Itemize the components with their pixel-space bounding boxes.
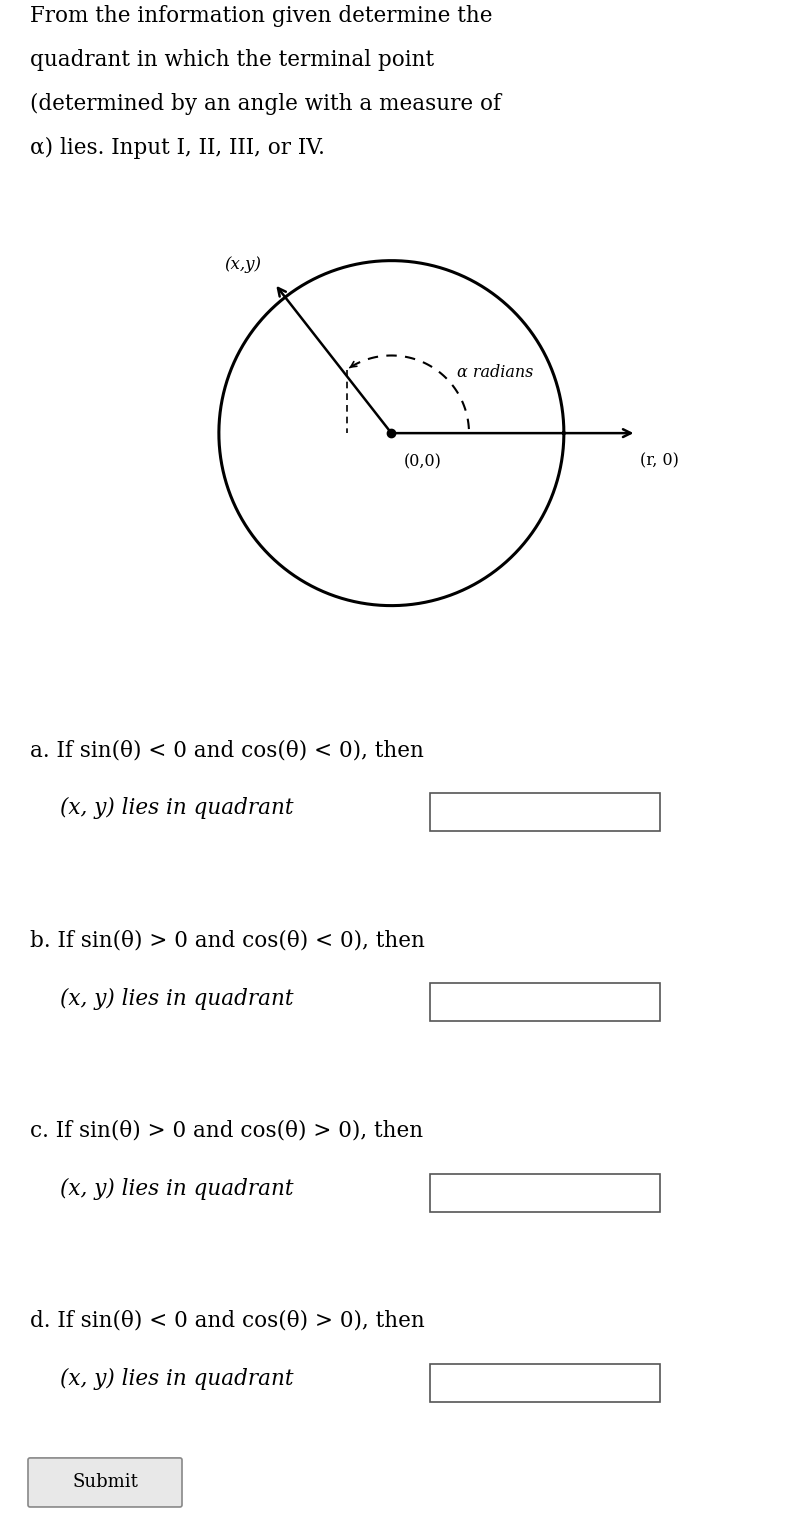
Bar — [430, 793, 660, 831]
FancyBboxPatch shape — [28, 1458, 182, 1507]
Text: (x, y) lies in quadrant: (x, y) lies in quadrant — [60, 1368, 294, 1389]
Text: c. If sin(θ) > 0 and cos(θ) > 0), then: c. If sin(θ) > 0 and cos(θ) > 0), then — [30, 1119, 423, 1142]
Text: α radians: α radians — [457, 364, 534, 381]
Bar — [430, 984, 660, 1022]
Text: d. If sin(θ) < 0 and cos(θ) > 0), then: d. If sin(θ) < 0 and cos(θ) > 0), then — [30, 1310, 425, 1331]
Text: (r, 0): (r, 0) — [640, 451, 678, 470]
Text: b. If sin(θ) > 0 and cos(θ) < 0), then: b. If sin(θ) > 0 and cos(θ) < 0), then — [30, 929, 425, 952]
Text: (x,y): (x,y) — [224, 256, 261, 273]
Bar — [430, 1174, 660, 1212]
Text: From the information given determine the: From the information given determine the — [30, 5, 493, 27]
Text: (x, y) lies in quadrant: (x, y) lies in quadrant — [60, 1177, 294, 1200]
Text: a. If sin(θ) < 0 and cos(θ) < 0), then: a. If sin(θ) < 0 and cos(θ) < 0), then — [30, 740, 424, 761]
Text: quadrant in which the terminal point: quadrant in which the terminal point — [30, 49, 434, 72]
Text: α) lies. Input I, II, III, or IV.: α) lies. Input I, II, III, or IV. — [30, 137, 326, 159]
Text: (0,0): (0,0) — [403, 454, 442, 471]
Text: Submit: Submit — [72, 1473, 138, 1491]
Bar — [430, 1363, 660, 1401]
Text: (determined by an angle with a measure of: (determined by an angle with a measure o… — [30, 93, 502, 114]
Text: (x, y) lies in quadrant: (x, y) lies in quadrant — [60, 987, 294, 1010]
Text: (x, y) lies in quadrant: (x, y) lies in quadrant — [60, 798, 294, 819]
